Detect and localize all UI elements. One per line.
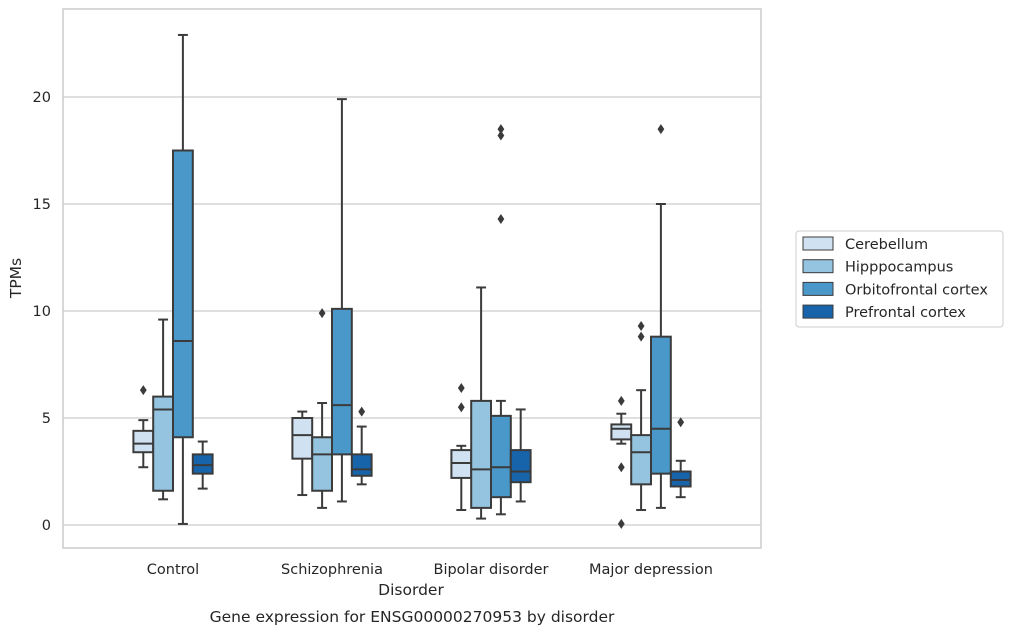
x-axis-title: Disorder bbox=[378, 581, 444, 599]
outlier-point bbox=[617, 395, 625, 406]
box bbox=[291, 417, 314, 460]
outlier-point bbox=[497, 130, 505, 141]
outlier-point bbox=[657, 124, 665, 135]
y-tick-label-15: 15 bbox=[33, 197, 51, 213]
y-tick-label-20: 20 bbox=[33, 90, 51, 106]
box bbox=[152, 395, 174, 492]
legend-swatch-0 bbox=[802, 236, 834, 251]
legend-label-0: Cerebellum bbox=[845, 237, 928, 253]
box bbox=[610, 423, 633, 441]
box bbox=[172, 149, 194, 439]
box bbox=[350, 453, 373, 477]
x-tick-label-0: Control bbox=[147, 562, 199, 578]
box bbox=[630, 434, 653, 486]
legend-swatch-2 bbox=[802, 281, 834, 296]
x-axis-ticks: Control Schizophrenia Bipolar disorder Majo… bbox=[147, 562, 713, 578]
outlier-point bbox=[457, 402, 465, 413]
outlier-point bbox=[677, 417, 685, 428]
legend-swatch-3 bbox=[802, 304, 834, 319]
x-tick-label-3: Major depression bbox=[589, 562, 713, 578]
y-axis-title: TPMs bbox=[7, 258, 25, 299]
outlier-point bbox=[617, 518, 625, 529]
box bbox=[191, 453, 214, 475]
outlier-point bbox=[637, 320, 645, 331]
y-tick-label-10: 10 bbox=[33, 304, 51, 320]
box bbox=[132, 429, 155, 454]
box bbox=[650, 335, 672, 475]
legend-label-2: Orbitofrontal cortex bbox=[845, 282, 988, 298]
outlier-point bbox=[497, 124, 505, 135]
x-tick-label-2: Bipolar disorder bbox=[434, 562, 549, 578]
chart-caption: Gene expression for ENSG00000270953 by d… bbox=[210, 608, 615, 626]
series-3 bbox=[191, 406, 692, 503]
legend: Cerebellum Hipppocampus Orbitofrontal cort… bbox=[795, 230, 1004, 328]
x-tick-label-1: Schizophrenia bbox=[281, 562, 383, 578]
box-series bbox=[132, 33, 692, 529]
plot-area-frame bbox=[62, 8, 762, 549]
outlier-point bbox=[617, 462, 625, 473]
box bbox=[470, 399, 493, 509]
legend-label-1: Hipppocampus bbox=[845, 260, 953, 276]
series-2 bbox=[172, 33, 672, 525]
box bbox=[331, 307, 353, 456]
outlier-point bbox=[139, 385, 147, 396]
legend-swatch-1 bbox=[802, 259, 834, 274]
box bbox=[450, 449, 473, 479]
legend-label-3: Prefrontal cortex bbox=[845, 305, 966, 321]
outlier-point bbox=[637, 331, 645, 342]
box bbox=[311, 436, 334, 492]
outlier-point bbox=[497, 213, 505, 224]
series-1 bbox=[152, 286, 653, 520]
outlier-point bbox=[457, 383, 465, 394]
box bbox=[490, 414, 512, 499]
legend-frame bbox=[795, 230, 1004, 328]
outlier-point bbox=[318, 308, 326, 319]
box bbox=[509, 449, 532, 484]
outlier-point bbox=[358, 406, 366, 417]
y-axis-ticks: 0 5 10 15 20 bbox=[33, 90, 51, 534]
y-tick-label-0: 0 bbox=[42, 518, 51, 534]
box bbox=[669, 470, 692, 488]
y-tick-label-5: 5 bbox=[42, 411, 51, 427]
